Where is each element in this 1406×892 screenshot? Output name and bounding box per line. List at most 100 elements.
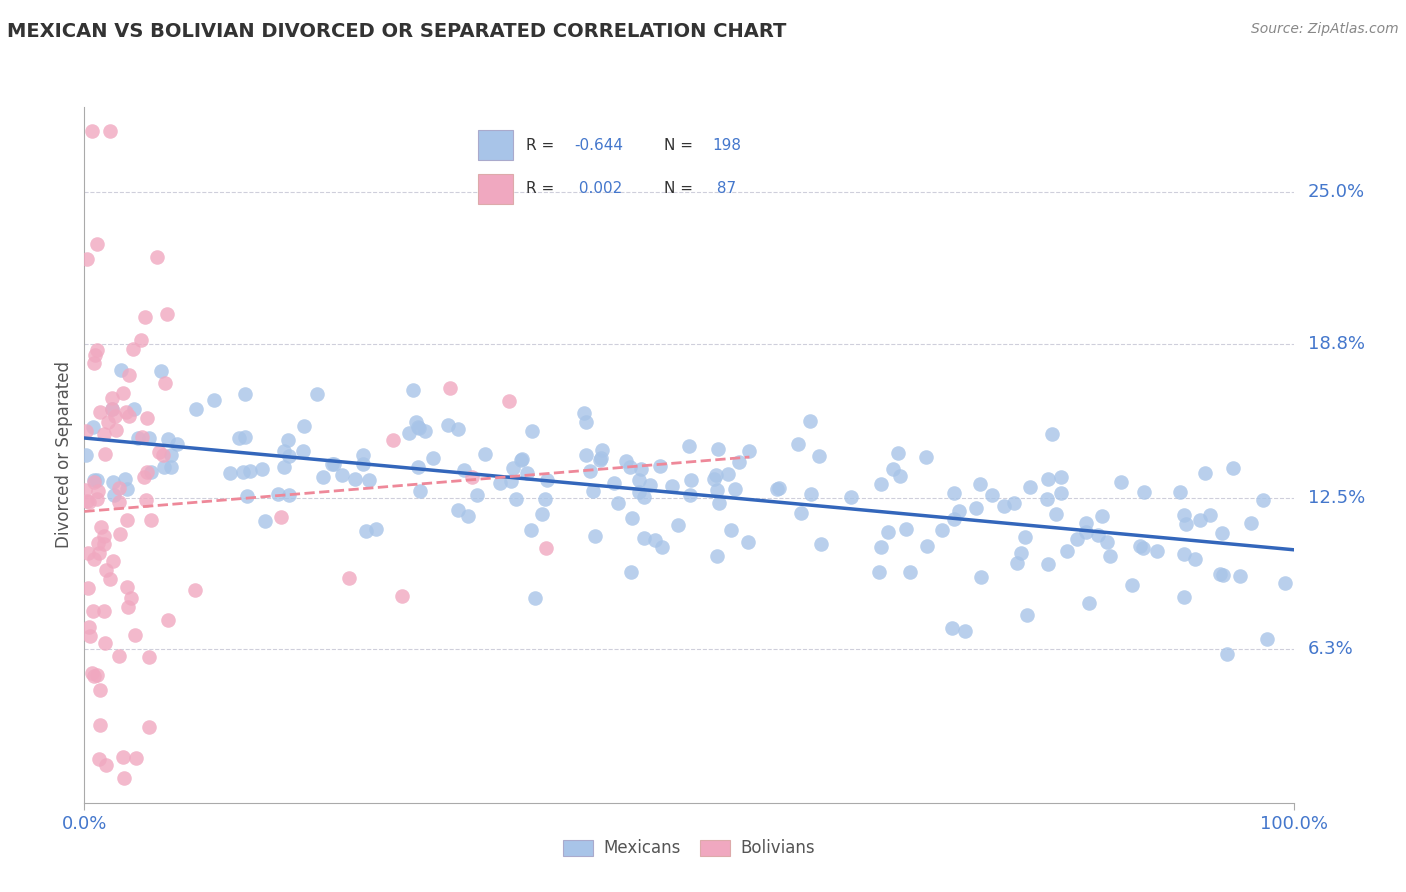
Text: 25.0%: 25.0% [1308,184,1365,202]
Point [1050,485,1073,500]
Point [307,386,329,401]
Point [112,772,135,786]
Point [83,356,105,370]
Point [312,469,335,483]
Point [93,427,115,442]
Point [1173,508,1195,522]
Point [273,459,295,474]
Point [679,488,702,502]
Point [619,460,641,475]
Point [627,485,650,500]
Point [82,420,104,434]
Point [138,649,160,664]
Point [882,462,904,476]
Point [603,475,626,490]
Point [76,494,98,508]
Point [422,450,444,465]
Point [228,431,250,445]
Point [80,124,103,138]
Point [354,524,377,539]
Point [915,450,938,464]
Point [724,482,747,496]
Point [1014,530,1036,544]
Point [89,405,111,419]
Point [339,571,361,585]
Point [111,750,134,764]
Point [579,464,602,478]
Point [159,448,181,462]
Point [73,483,96,497]
Point [522,424,544,438]
Point [889,468,911,483]
Point [270,509,292,524]
Point [75,424,97,438]
Point [107,649,129,664]
Point [101,402,124,417]
Point [1005,556,1028,570]
Point [841,491,863,505]
Point [160,460,183,475]
Point [382,434,405,448]
Point [666,517,689,532]
Point [1240,516,1263,531]
Point [1099,549,1122,564]
Point [870,540,893,554]
Point [980,488,1002,502]
Text: Source: ZipAtlas.com: Source: ZipAtlas.com [1251,22,1399,37]
Point [591,443,613,458]
Point [96,758,118,772]
Point [138,431,160,445]
Point [332,468,354,483]
Point [83,551,105,566]
Point [628,474,651,488]
Point [915,539,938,553]
Point [267,487,290,501]
Point [86,667,108,681]
Point [83,348,105,362]
Point [89,718,111,732]
Point [1074,525,1097,540]
Point [575,415,598,429]
Point [1010,546,1032,560]
Point [703,472,725,486]
Point [77,546,100,560]
Point [1091,509,1114,524]
Point [1173,590,1195,604]
Point [108,494,131,508]
Point [233,430,256,444]
Point [706,483,728,498]
Point [93,604,115,618]
Point [1077,596,1099,610]
Point [115,580,138,594]
Point [465,488,488,502]
Point [1056,544,1078,558]
Point [153,459,176,474]
Point [93,529,115,543]
Point [408,460,430,475]
Point [1074,516,1097,530]
Point [808,449,831,463]
Point [108,482,131,496]
Point [1002,496,1025,510]
Point [707,496,730,510]
Point [728,455,751,469]
Point [235,387,257,401]
Point [630,462,652,476]
Point [184,582,207,597]
Point [886,446,908,460]
Point [498,393,520,408]
Point [1199,508,1222,522]
Point [633,490,655,504]
Point [1256,632,1278,647]
Point [82,665,104,680]
Point [277,449,299,463]
Point [157,613,180,627]
Point [112,386,135,401]
Point [523,591,546,605]
Point [1066,532,1088,546]
Point [79,629,101,643]
Point [717,467,740,481]
Point [150,364,173,378]
Point [352,457,374,471]
Point [620,510,643,524]
